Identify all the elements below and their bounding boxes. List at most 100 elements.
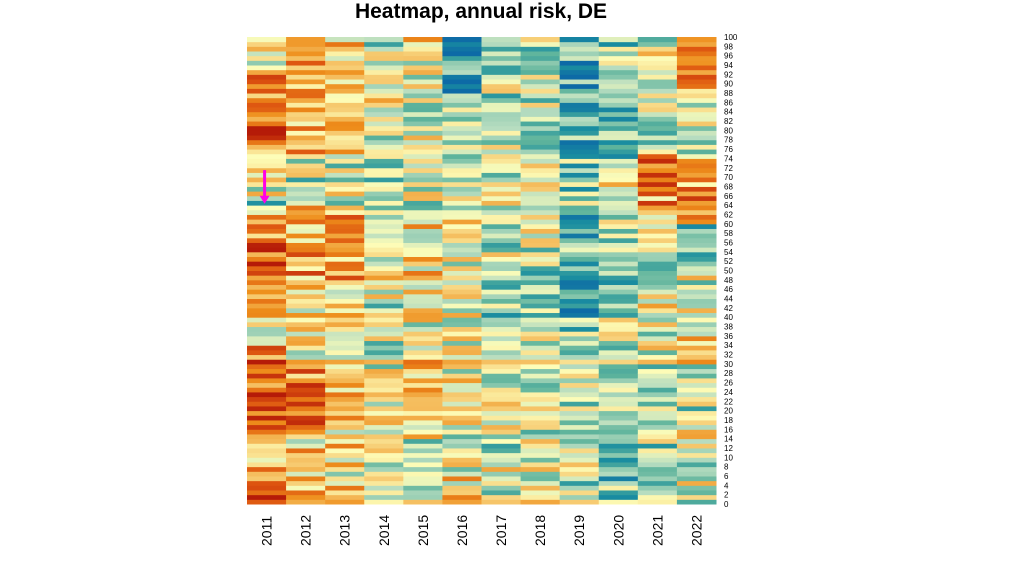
heatmap-cell: [403, 37, 443, 43]
heatmap-cell: [598, 186, 639, 192]
heatmap-cell: [364, 489, 404, 496]
heatmap-cell: [598, 93, 639, 99]
heatmap-cell: [403, 247, 443, 253]
heatmap-cell: [403, 158, 443, 164]
heatmap-cell: [676, 172, 717, 178]
heatmap-column-2014: [364, 37, 404, 505]
heatmap-cell: [559, 331, 600, 337]
heatmap-cell: [520, 219, 561, 225]
heatmap-cells: [247, 37, 717, 505]
heatmap-cell: [364, 293, 404, 300]
heatmap-cell: [676, 219, 717, 225]
heatmap-cell: [286, 242, 326, 248]
heatmap-cell: [286, 149, 326, 155]
heatmap-cell: [559, 345, 600, 351]
heatmap-cell: [364, 335, 404, 342]
heatmap-cell: [520, 321, 561, 328]
heatmap-cell: [676, 51, 717, 57]
heatmap-cell: [520, 265, 561, 271]
heatmap-cell: [403, 233, 443, 239]
heatmap-cell: [598, 228, 639, 234]
heatmap-cell: [520, 396, 561, 402]
heatmap-cell: [442, 499, 482, 505]
heatmap-cell: [598, 158, 639, 164]
heatmap-cell: [559, 205, 600, 211]
heatmap-cell: [403, 79, 443, 85]
heatmap-cell: [325, 485, 365, 491]
heatmap-cell: [286, 461, 326, 468]
heatmap-cell: [442, 321, 482, 328]
heatmap-cell: [403, 181, 443, 187]
heatmap-cell: [247, 289, 287, 295]
y-tick-label: 52: [724, 257, 733, 266]
heatmap-cell: [637, 191, 678, 197]
heatmap-cell: [559, 303, 600, 309]
heatmap-cell: [598, 97, 639, 103]
heatmap-cell: [520, 74, 561, 80]
heatmap-cell: [481, 83, 522, 89]
heatmap-cell: [676, 298, 717, 304]
heatmap-cell: [403, 293, 443, 300]
x-tick-label: 2020: [610, 515, 626, 546]
heatmap-column-2011: [247, 37, 287, 505]
heatmap-cell: [676, 270, 717, 276]
heatmap-cell: [637, 396, 678, 402]
heatmap-cell: [247, 475, 287, 482]
x-tick-label: 2012: [298, 515, 314, 546]
heatmap-cell: [520, 111, 561, 117]
heatmap-cell: [520, 55, 561, 61]
heatmap-cell: [637, 270, 678, 276]
heatmap-cell: [598, 251, 639, 257]
heatmap-cell: [247, 191, 287, 197]
heatmap-cell: [520, 153, 561, 159]
heatmap-cell: [247, 149, 287, 155]
heatmap-cell: [637, 79, 678, 85]
heatmap-cell: [403, 489, 443, 496]
heatmap-cell: [520, 447, 561, 454]
heatmap-cell: [520, 65, 561, 71]
heatmap-cell: [598, 377, 639, 384]
heatmap-cell: [403, 102, 443, 108]
heatmap-cell: [637, 88, 678, 94]
heatmap-cell: [676, 153, 717, 159]
heatmap-cell: [481, 200, 522, 206]
heatmap-cell: [247, 125, 287, 131]
y-tick-label: 74: [724, 154, 733, 163]
heatmap-cell: [559, 419, 600, 426]
heatmap-cell: [676, 69, 717, 75]
heatmap-cell: [325, 60, 365, 66]
heatmap-cell: [559, 172, 600, 178]
heatmap-cell: [637, 209, 678, 215]
heatmap-cell: [442, 209, 482, 215]
heatmap-column-2017: [481, 37, 522, 505]
heatmap-cell: [247, 317, 287, 323]
heatmap-cell: [520, 293, 561, 300]
heatmap-cell: [247, 121, 287, 127]
heatmap-cell: [676, 149, 717, 155]
x-tick-label: 2014: [376, 515, 392, 546]
x-tick-label: 2021: [649, 515, 665, 546]
heatmap-cell: [442, 149, 482, 155]
heatmap-cell: [364, 485, 404, 491]
heatmap-cell: [286, 125, 326, 131]
heatmap-cell: [520, 461, 561, 468]
heatmap-cell: [364, 321, 404, 328]
heatmap-cell: [364, 172, 404, 178]
heatmap-cell: [559, 494, 600, 500]
heatmap-cell: [637, 265, 678, 271]
heatmap-cell: [286, 144, 326, 150]
y-tick-label: 90: [724, 80, 733, 89]
heatmap-cell: [676, 307, 717, 314]
heatmap-cell: [598, 382, 639, 388]
heatmap-cell: [364, 102, 404, 108]
heatmap-cell: [559, 153, 600, 159]
heatmap-cell: [364, 265, 404, 271]
heatmap-cell: [247, 116, 287, 122]
heatmap-cell: [598, 284, 639, 290]
heatmap-cell: [481, 298, 522, 304]
heatmap-cell: [559, 461, 600, 468]
heatmap-cell: [559, 480, 600, 486]
heatmap-cell: [247, 219, 287, 225]
heatmap-cell: [520, 424, 561, 430]
heatmap-cell: [403, 401, 443, 407]
